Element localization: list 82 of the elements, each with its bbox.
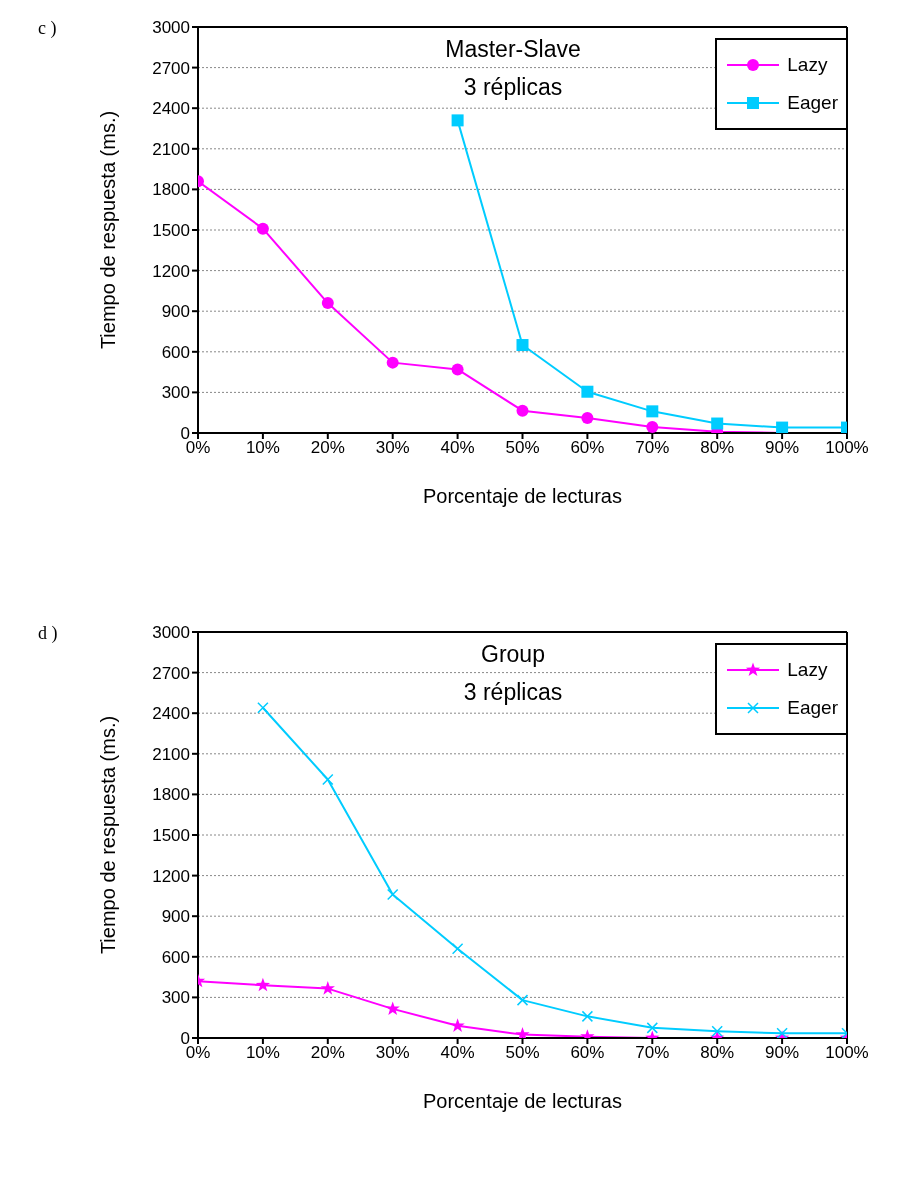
point — [321, 297, 334, 310]
legend-label: Eager — [787, 697, 838, 719]
x-axis-title: Porcentaje de lecturas — [422, 485, 623, 507]
point — [646, 420, 659, 433]
point — [581, 385, 594, 398]
x-tick-label: 50% — [505, 438, 540, 458]
x-tick-label: 70% — [635, 1043, 670, 1063]
point — [257, 702, 269, 714]
x-tick-label: 60% — [570, 1043, 605, 1063]
x-tick-label: 40% — [440, 1043, 475, 1063]
point — [516, 339, 529, 352]
point — [451, 942, 464, 955]
text: 3 réplicas — [462, 73, 564, 102]
y-tick-label: 1500 — [152, 221, 190, 241]
point — [450, 1018, 465, 1032]
x-tick-label: 40% — [440, 438, 475, 458]
text: c ) — [38, 18, 57, 39]
x-tick-label: 80% — [700, 438, 735, 458]
point — [581, 412, 594, 425]
y-tick-label: 1500 — [152, 826, 190, 846]
y-tick-label: 1800 — [152, 785, 190, 805]
point — [386, 888, 399, 901]
y-axis-title: Tiempo de respuesta (ms.) — [97, 110, 120, 350]
y-tick-label: 1200 — [152, 866, 190, 886]
x-tick-label: 10% — [245, 438, 280, 458]
y-tick-label: 300 — [161, 383, 190, 403]
point — [646, 405, 659, 418]
y-tick-label: 2700 — [152, 58, 190, 78]
y-tick-label: 2100 — [152, 139, 190, 159]
y-tick-label: 1800 — [152, 180, 190, 200]
x-tick-label: 0% — [185, 1043, 211, 1063]
x-tick-label: 80% — [700, 1043, 735, 1063]
point — [776, 421, 789, 433]
point — [256, 222, 269, 235]
x-axis-title: Porcentaje de lecturas — [422, 1090, 623, 1112]
legend-label: Lazy — [787, 659, 828, 681]
y-tick-label: 2100 — [152, 744, 190, 764]
x-tick-label: 90% — [765, 1043, 800, 1063]
y-tick-label: 2400 — [152, 99, 190, 119]
point — [516, 404, 529, 417]
x-tick-label: 30% — [375, 438, 410, 458]
text: d ) — [38, 623, 58, 644]
legend-label: Eager — [787, 92, 838, 114]
text: 3 réplicas — [462, 678, 564, 707]
x-tick-label: 50% — [505, 1043, 540, 1063]
point — [516, 994, 529, 1006]
y-tick-label: 900 — [161, 907, 190, 927]
x-tick-label: 30% — [375, 1043, 410, 1063]
y-tick-label: 600 — [161, 947, 190, 967]
y-tick-label: 900 — [161, 302, 190, 322]
point — [386, 356, 399, 369]
y-tick-label: 600 — [161, 342, 190, 362]
point — [515, 1027, 530, 1038]
point — [451, 363, 464, 376]
point — [711, 417, 724, 430]
point — [581, 1010, 594, 1023]
y-tick-label: 3000 — [152, 623, 190, 643]
point — [646, 1022, 659, 1034]
x-tick-label: 70% — [635, 438, 670, 458]
y-tick-label: 2700 — [152, 663, 190, 683]
point — [451, 114, 464, 127]
legend-label: Lazy — [787, 54, 828, 76]
x-tick-label: 100% — [825, 1043, 869, 1063]
x-tick-label: 10% — [245, 1043, 280, 1063]
point — [711, 1025, 723, 1037]
chart-title: Group — [480, 640, 546, 669]
y-axis-title: Tiempo de respuesta (ms.) — [97, 715, 120, 955]
x-tick-label: 90% — [765, 438, 800, 458]
y-tick-label: 2400 — [152, 704, 190, 724]
y-tick-label: 1200 — [152, 261, 190, 281]
y-tick-label: 300 — [161, 988, 190, 1008]
chart-title: Master-Slave — [444, 35, 582, 64]
x-tick-label: 20% — [310, 438, 345, 458]
x-tick-label: 100% — [825, 438, 869, 458]
point — [322, 773, 334, 786]
point — [385, 1001, 400, 1015]
point — [255, 977, 271, 992]
y-tick-label: 3000 — [152, 18, 190, 38]
x-tick-label: 20% — [310, 1043, 345, 1063]
x-tick-label: 60% — [570, 438, 605, 458]
x-tick-label: 0% — [185, 438, 211, 458]
point — [320, 981, 335, 995]
